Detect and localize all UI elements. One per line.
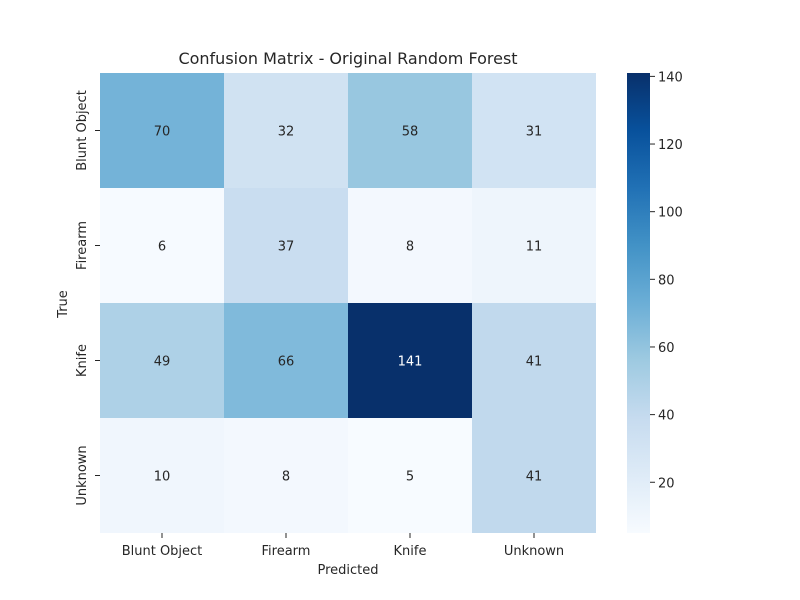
colorbar-tick-label-40: 40 (658, 409, 675, 424)
cell-value-firearm-knife: 8 (406, 240, 414, 255)
cell-value-unknown-unknown: 41 (526, 470, 543, 485)
cell-firearm-knife (348, 188, 472, 303)
cell-value-knife-firearm: 66 (278, 355, 295, 370)
cell-firearm-blunt-object (100, 188, 224, 303)
y-tick-label-firearm: Firearm (75, 221, 90, 270)
cell-unknown-unknown (472, 418, 596, 533)
heatmap-cells (100, 73, 596, 533)
colorbar-tick-label-120: 120 (658, 138, 683, 153)
cell-value-firearm-unknown: 11 (526, 240, 543, 255)
colorbar (627, 73, 650, 533)
cell-value-unknown-blunt-object: 10 (154, 470, 171, 485)
colorbar-tick-label-20: 20 (658, 476, 675, 491)
y-tick-label-blunt-object: Blunt Object (75, 90, 90, 171)
cell-knife-firearm (224, 303, 348, 418)
heatmap-cell-labels: 70 32 58 31 6 37 8 11 49 66 141 41 10 8 5 41 (154, 125, 543, 485)
x-axis-label: Predicted (317, 563, 378, 578)
cell-blunt-object-firearm (224, 73, 348, 188)
cell-value-blunt-object-knife: 58 (402, 125, 419, 140)
cell-value-firearm-firearm: 37 (278, 240, 295, 255)
colorbar-tick-label-60: 60 (658, 341, 675, 356)
x-axis-ticks: Blunt Object Firearm Knife Unknown (122, 533, 564, 559)
cell-unknown-blunt-object (100, 418, 224, 533)
cell-value-firearm-blunt-object: 6 (158, 240, 166, 255)
x-tick-label-blunt-object: Blunt Object (122, 544, 203, 559)
cell-value-blunt-object-blunt-object: 70 (154, 125, 171, 140)
cell-knife-unknown (472, 303, 596, 418)
cell-unknown-firearm (224, 418, 348, 533)
x-tick-label-unknown: Unknown (504, 544, 564, 559)
colorbar-ticks: 20 40 60 80 100 120 140 (650, 70, 683, 491)
y-tick-label-knife: Knife (75, 344, 90, 377)
cell-value-knife-unknown: 41 (526, 355, 543, 370)
x-tick-label-knife: Knife (394, 544, 427, 559)
cell-blunt-object-blunt-object (100, 73, 224, 188)
colorbar-tick-label-100: 100 (658, 206, 683, 221)
x-tick-label-firearm: Firearm (262, 544, 311, 559)
y-axis-ticks: Blunt Object Firearm Knife Unknown (75, 90, 100, 506)
y-tick-label-unknown: Unknown (75, 445, 90, 505)
colorbar-tick-label-140: 140 (658, 70, 683, 85)
cell-blunt-object-knife (348, 73, 472, 188)
cell-value-knife-blunt-object: 49 (154, 355, 171, 370)
y-axis-label: True (56, 290, 71, 319)
cell-firearm-unknown (472, 188, 596, 303)
cell-value-blunt-object-firearm: 32 (278, 125, 295, 140)
cell-firearm-firearm (224, 188, 348, 303)
colorbar-tick-label-80: 80 (658, 273, 675, 288)
chart-title: Confusion Matrix - Original Random Fores… (178, 49, 517, 68)
cell-knife-blunt-object (100, 303, 224, 418)
cell-knife-knife (348, 303, 472, 418)
cell-value-knife-knife: 141 (398, 355, 423, 370)
cell-value-blunt-object-unknown: 31 (526, 125, 543, 140)
cell-blunt-object-unknown (472, 73, 596, 188)
cell-value-unknown-firearm: 8 (282, 470, 290, 485)
cell-value-unknown-knife: 5 (406, 470, 414, 485)
cell-unknown-knife (348, 418, 472, 533)
